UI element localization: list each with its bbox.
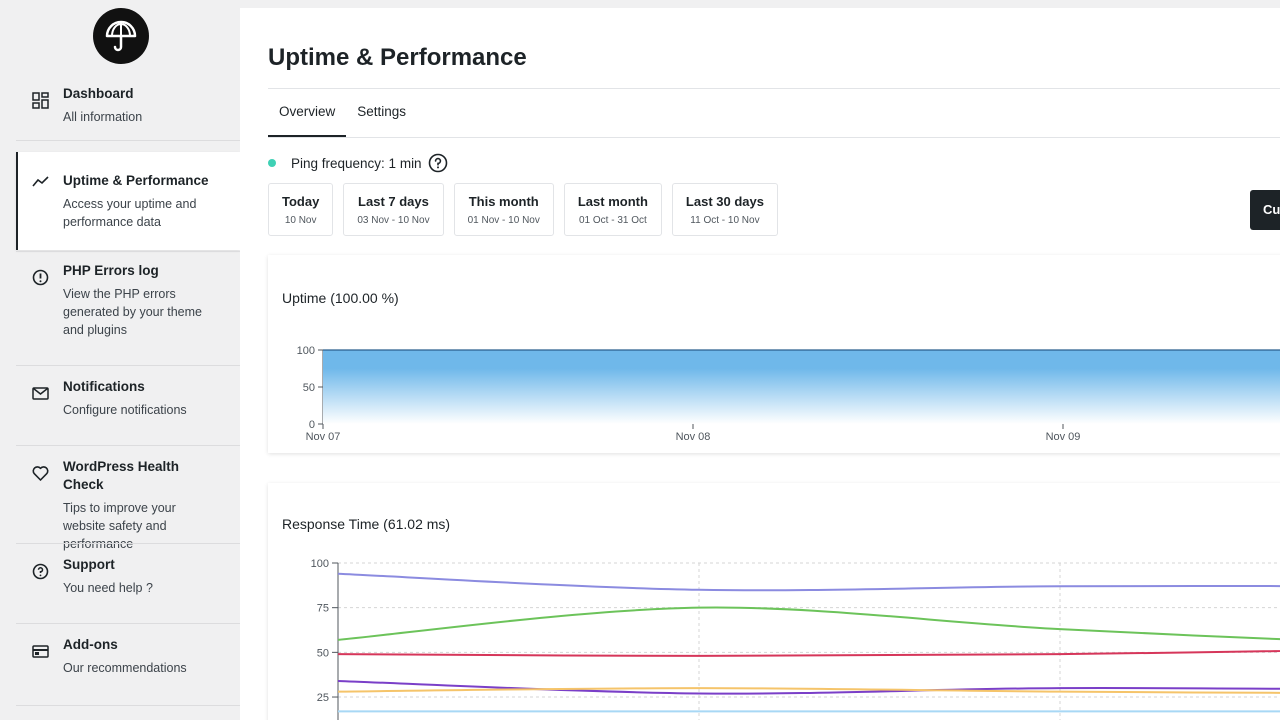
page-title: Uptime & Performance: [268, 44, 527, 72]
nav-title: Notifications: [63, 378, 220, 396]
divider: [16, 445, 240, 446]
main-content: Uptime & Performance OverviewSettings Pi…: [240, 8, 1280, 720]
response-chart: Response Time (61.02 ms)0255075100: [268, 483, 1280, 720]
nav-description: Configure notifications: [63, 401, 220, 419]
custom-button[interactable]: Custom: [1250, 190, 1280, 230]
sidebar: Dashboard All information Uptime & Perform…: [0, 0, 240, 720]
response-card: Response Time (61.02 ms)0255075100: [268, 483, 1280, 720]
range-dates: 01 Oct - 31 Oct: [579, 215, 647, 226]
nav-item[interactable]: Add-ons Our recommendations: [16, 636, 240, 677]
nav-title: Add-ons: [63, 636, 220, 654]
range-button[interactable]: Last 30 days 11 Oct - 10 Nov: [672, 183, 778, 236]
uptime-card: Uptime (100.00 %) 0 50 100 Nov 07 Nov 08 Nov 0…: [268, 255, 1280, 453]
status-dot: [268, 159, 276, 167]
range-label: Today: [282, 194, 319, 209]
nav-title: WordPress Health Check: [63, 458, 220, 494]
date-ranges: Today 10 Nov Last 7 days 03 Nov - 10 Nov Thi…: [268, 183, 778, 236]
nav-icon: [32, 643, 49, 660]
nav-title: Dashboard: [63, 85, 220, 103]
range-label: Last 7 days: [358, 194, 429, 209]
range-label: This month: [469, 194, 539, 209]
nav-icon: [32, 269, 49, 286]
nav-icon: [32, 385, 49, 402]
x-tick-label: Nov 08: [676, 431, 711, 443]
nav-title: Uptime & Performance: [63, 172, 220, 190]
uptime-area: [323, 350, 1280, 424]
range-button[interactable]: Today 10 Nov: [268, 183, 333, 236]
nav-description: Our recommendations: [63, 659, 220, 677]
x-tick-label: Nov 09: [1046, 431, 1081, 443]
range-dates: 10 Nov: [285, 215, 317, 226]
chart-title: Response Time (61.02 ms): [282, 516, 450, 532]
nav-item[interactable]: Notifications Configure notifications: [16, 378, 240, 419]
tab[interactable]: Settings: [346, 89, 417, 137]
ping-frequency: Ping frequency: 1 min: [268, 153, 448, 173]
nav-title: Support: [63, 556, 220, 574]
nav-title: PHP Errors log: [63, 262, 220, 280]
nav-item[interactable]: Uptime & Performance Access your uptime a…: [16, 152, 240, 250]
nav-icon: [32, 173, 49, 190]
divider: [16, 543, 240, 544]
response-line: [338, 608, 1280, 646]
range-label: Last month: [578, 194, 648, 209]
nav-description: Access your uptime and performance data: [63, 195, 220, 231]
range-button[interactable]: This month 01 Nov - 10 Nov: [454, 183, 554, 236]
range-dates: 11 Oct - 10 Nov: [690, 215, 759, 226]
divider: [16, 251, 240, 252]
y-tick-label: 0: [309, 419, 315, 431]
ping-label: Ping frequency: 1 min: [291, 156, 422, 171]
uptime-chart: Uptime (100.00 %) 0 50 100 Nov 07 Nov 08 Nov 0…: [268, 255, 1280, 453]
range-label: Last 30 days: [686, 194, 764, 209]
logo: [93, 8, 149, 64]
chart-title: Uptime (100.00 %): [282, 290, 399, 306]
range-button[interactable]: Last 7 days 03 Nov - 10 Nov: [343, 183, 443, 236]
nav-icon: [32, 563, 49, 580]
nav-item[interactable]: Support You need help ?: [16, 556, 240, 597]
response-line: [338, 574, 1280, 591]
y-tick-label: 50: [303, 382, 315, 394]
nav-icon: [32, 92, 49, 109]
divider: [16, 705, 240, 706]
tabs: OverviewSettings: [268, 89, 1280, 138]
nav-description: You need help ?: [63, 579, 220, 597]
y-tick-label: 75: [317, 603, 329, 615]
tab[interactable]: Overview: [268, 89, 346, 137]
y-tick-label: 25: [317, 692, 329, 704]
nav-item[interactable]: WordPress Health Check Tips to improve yo…: [16, 458, 240, 553]
range-dates: 03 Nov - 10 Nov: [357, 215, 429, 226]
x-tick-label: Nov 07: [306, 431, 341, 443]
help-icon[interactable]: [428, 153, 448, 173]
divider: [16, 140, 240, 141]
nav-description: View the PHP errors generated by your th…: [63, 285, 220, 339]
divider: [16, 623, 240, 624]
range-dates: 01 Nov - 10 Nov: [468, 215, 540, 226]
divider: [16, 365, 240, 366]
y-tick-label: 100: [311, 558, 329, 570]
nav-item[interactable]: PHP Errors log View the PHP errors genera…: [16, 262, 240, 339]
nav-description: All information: [63, 108, 220, 126]
nav-description: Tips to improve your website safety and …: [63, 499, 220, 553]
y-tick-label: 50: [317, 647, 329, 659]
nav-icon: [32, 465, 49, 482]
range-button[interactable]: Last month 01 Oct - 31 Oct: [564, 183, 662, 236]
nav-item[interactable]: Dashboard All information: [16, 85, 240, 126]
y-tick-label: 100: [297, 345, 315, 357]
